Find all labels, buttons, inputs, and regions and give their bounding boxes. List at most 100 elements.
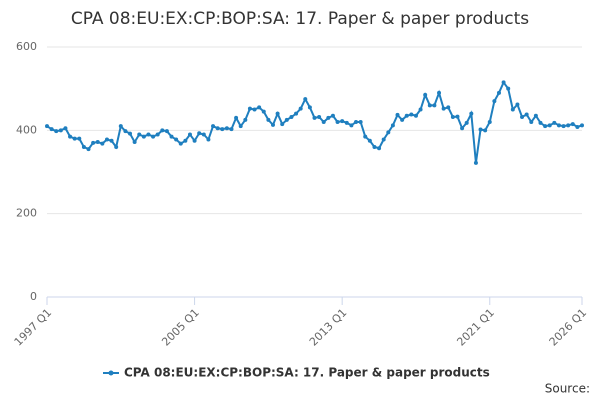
point — [487, 120, 492, 124]
point — [141, 134, 146, 139]
point — [178, 141, 183, 146]
point — [510, 107, 515, 112]
point — [446, 105, 451, 110]
point — [340, 119, 345, 124]
point — [243, 117, 248, 122]
point — [63, 126, 68, 131]
point — [312, 115, 317, 120]
source: Source: — [545, 382, 590, 396]
point — [455, 114, 460, 119]
point — [95, 140, 100, 144]
point — [330, 113, 335, 118]
point — [252, 107, 257, 112]
point — [81, 145, 86, 149]
point — [418, 107, 423, 112]
point — [215, 126, 220, 131]
point — [367, 138, 372, 143]
point — [270, 122, 275, 127]
y-tick-label: 600 — [16, 40, 37, 53]
point — [561, 124, 566, 129]
point — [432, 103, 437, 108]
point — [575, 125, 580, 129]
point — [506, 86, 511, 91]
point — [441, 106, 446, 111]
point — [58, 128, 63, 133]
point — [395, 112, 400, 117]
point — [335, 120, 340, 124]
point — [354, 120, 359, 124]
point — [132, 140, 137, 144]
point — [326, 115, 331, 120]
point — [49, 127, 54, 132]
point — [164, 129, 169, 134]
point — [109, 138, 114, 143]
point — [294, 111, 299, 116]
point — [469, 111, 474, 116]
point — [280, 122, 285, 127]
point — [450, 115, 455, 119]
point — [68, 134, 73, 139]
point — [261, 109, 266, 114]
point — [284, 117, 289, 122]
point — [192, 138, 197, 143]
point — [45, 124, 49, 129]
point — [524, 112, 529, 117]
point — [266, 117, 271, 122]
point — [570, 122, 575, 127]
point — [211, 124, 216, 129]
point — [234, 115, 239, 120]
point — [123, 129, 128, 134]
x-tick-label: 2021 Q1 — [454, 306, 497, 349]
point — [317, 115, 322, 119]
point — [206, 137, 211, 142]
point — [409, 112, 414, 117]
point — [464, 120, 469, 125]
point — [358, 120, 363, 124]
point — [580, 123, 584, 128]
point — [501, 80, 506, 85]
point — [390, 123, 395, 128]
point — [174, 137, 179, 142]
point — [543, 124, 548, 129]
point — [146, 132, 151, 137]
point — [229, 127, 234, 132]
point — [155, 132, 160, 137]
y-tick-label: 200 — [16, 207, 37, 220]
point — [201, 132, 206, 137]
point — [427, 103, 432, 108]
point — [566, 123, 571, 128]
point — [552, 120, 557, 125]
point — [298, 106, 303, 111]
point — [238, 124, 243, 129]
point — [547, 123, 552, 128]
point — [169, 134, 174, 139]
point — [533, 113, 538, 118]
point — [473, 160, 478, 165]
point — [275, 111, 280, 116]
point — [289, 115, 294, 119]
point — [437, 90, 442, 95]
point — [72, 136, 77, 141]
point — [151, 134, 156, 139]
point — [160, 128, 165, 133]
point — [381, 137, 386, 142]
point — [372, 145, 377, 149]
point — [496, 90, 501, 95]
y-tick-label: 400 — [16, 123, 37, 136]
legend-marker — [108, 370, 114, 376]
point — [137, 132, 142, 137]
point — [460, 126, 465, 131]
x-tick-label: 2013 Q1 — [307, 306, 350, 349]
point — [224, 126, 229, 131]
point — [483, 128, 488, 133]
point — [349, 123, 354, 128]
point — [413, 113, 418, 118]
point — [400, 117, 405, 122]
legend-label: CPA 08:EU:EX:CP:BOP:SA: 17. Paper & pape… — [124, 366, 490, 380]
y-tick-label: 0 — [30, 290, 37, 303]
point — [520, 115, 525, 119]
point — [538, 120, 543, 125]
point — [257, 105, 262, 110]
point — [492, 99, 497, 104]
point — [404, 113, 409, 118]
